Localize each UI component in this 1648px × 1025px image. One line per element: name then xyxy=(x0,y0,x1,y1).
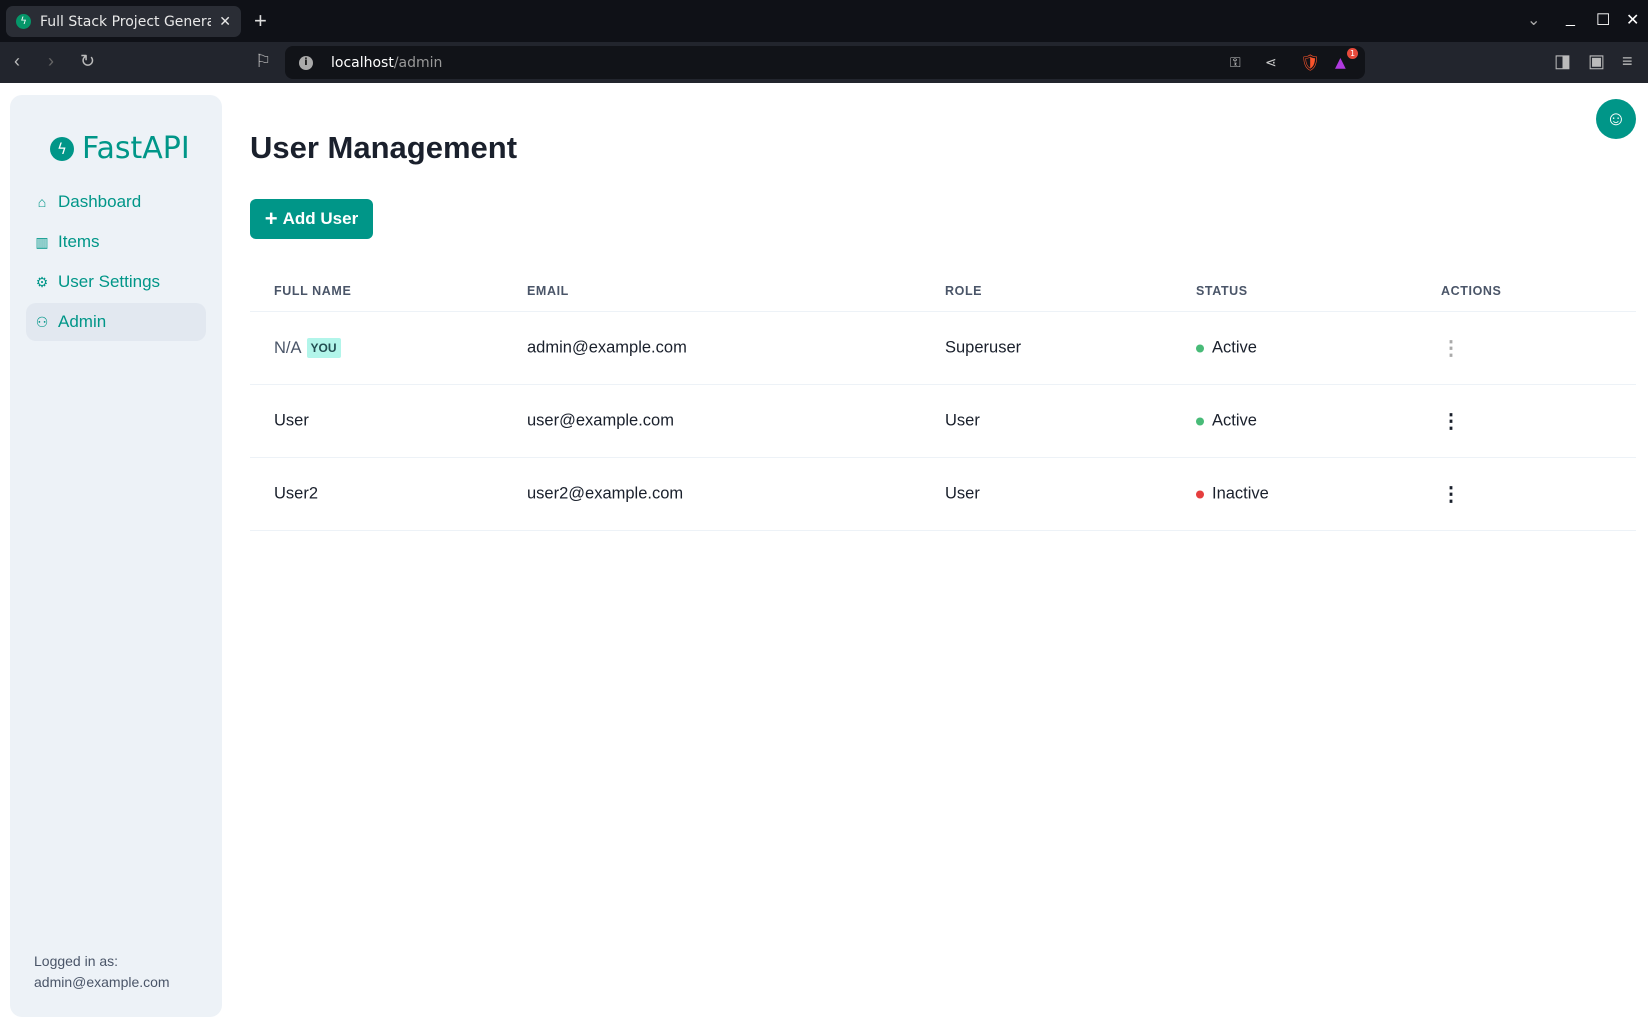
column-header-actions: ACTIONS xyxy=(1441,283,1502,298)
full-name-cell: N/A YOU xyxy=(274,338,341,358)
fastapi-logo-icon: ϟ xyxy=(50,136,74,161)
status-dot xyxy=(1196,417,1204,425)
sidebar: ϟ FastAPI ⌂ Dashboard ▥ Items ⚙ User Setting… xyxy=(10,95,222,1017)
logged-in-info: Logged in as: admin@example.com xyxy=(34,951,170,993)
sidebar-item-user-settings[interactable]: ⚙ User Settings xyxy=(26,263,206,301)
browser-toolbar: ‹ › ↻ ⚐ i localhost/admin ⚿ ⋖ 🛡 ▲ 1 ◨ ▣ … xyxy=(0,42,1648,83)
info-icon[interactable]: i xyxy=(299,55,313,70)
column-header-email: EMAIL xyxy=(527,283,569,298)
brave-rewards-icon[interactable]: ▲ xyxy=(1335,54,1346,71)
user-icon: ☺ xyxy=(1605,107,1627,130)
role-cell: User xyxy=(945,484,980,503)
fastapi-logo[interactable]: ϟ FastAPI xyxy=(50,131,190,166)
table-row: User2 user2@example.com User Inactive ⋮ xyxy=(250,458,1636,531)
column-header-status: STATUS xyxy=(1196,283,1248,298)
users-icon: ⚇ xyxy=(35,313,49,330)
email-cell: user2@example.com xyxy=(527,484,684,503)
briefcase-icon: ▥ xyxy=(35,233,49,250)
share-icon[interactable]: ⋖ xyxy=(1265,54,1277,71)
bookmark-icon[interactable]: ⚐ xyxy=(255,51,272,71)
key-icon[interactable]: ⚿ xyxy=(1230,54,1241,71)
users-table: FULL NAME EMAIL ROLE STATUS ACTIONS N/A Y… xyxy=(250,270,1636,531)
email-cell: user@example.com xyxy=(527,411,674,430)
status-dot xyxy=(1196,344,1204,352)
sidebar-item-label: User Settings xyxy=(58,272,161,291)
full-name: N/A xyxy=(274,338,302,357)
table-row: N/A YOU admin@example.com Superuser Activ… xyxy=(250,312,1636,385)
wallet-icon[interactable]: ▣ xyxy=(1588,51,1606,71)
full-name-cell: User xyxy=(274,411,309,430)
reload-icon[interactable]: ↻ xyxy=(80,51,96,71)
actions-menu-icon[interactable]: ⋮ xyxy=(1441,483,1461,506)
home-icon: ⌂ xyxy=(37,194,47,210)
sidebar-toggle-icon[interactable]: ◨ xyxy=(1554,51,1572,71)
forward-icon[interactable]: › xyxy=(48,51,54,71)
browser-tab-bar: ϟ Full Stack Project Generator ✕ + ⌄ _ ☐… xyxy=(0,0,1648,42)
fastapi-favicon-icon: ϟ xyxy=(16,14,31,29)
status-text: Active xyxy=(1212,338,1257,357)
status-text: Inactive xyxy=(1212,484,1269,503)
add-user-button[interactable]: + Add User xyxy=(250,199,373,239)
sidebar-item-dashboard[interactable]: ⌂ Dashboard xyxy=(26,183,206,221)
role-cell: User xyxy=(945,411,980,430)
url-host: localhost xyxy=(331,54,394,71)
logged-in-email: admin@example.com xyxy=(34,974,170,990)
logo-text: FastAPI xyxy=(82,131,190,166)
column-header-role: ROLE xyxy=(945,283,983,298)
close-window-icon[interactable]: ✕ xyxy=(1626,12,1640,29)
gear-icon: ⚙ xyxy=(35,273,49,290)
column-header-full-name: FULL NAME xyxy=(274,283,352,298)
actions-menu-icon[interactable]: ⋮ xyxy=(1441,337,1461,360)
new-tab-icon[interactable]: + xyxy=(254,8,267,33)
close-tab-icon[interactable]: ✕ xyxy=(219,13,231,30)
logged-in-label: Logged in as: xyxy=(34,953,119,969)
url-path: /admin xyxy=(393,54,443,71)
tab-title: Full Stack Project Generator xyxy=(40,13,212,30)
table-row: User user@example.com User Active ⋮ xyxy=(250,385,1636,458)
role-cell: Superuser xyxy=(945,338,1022,357)
rewards-badge: 1 xyxy=(1347,48,1358,59)
address-bar[interactable]: i localhost/admin ⚿ ⋖ 🛡 ▲ 1 xyxy=(285,46,1365,79)
status-cell: Inactive xyxy=(1196,485,1269,504)
menu-icon[interactable]: ≡ xyxy=(1622,51,1633,71)
user-menu-avatar[interactable]: ☺ xyxy=(1596,99,1636,139)
page-title: User Management xyxy=(250,130,518,165)
email-cell: admin@example.com xyxy=(527,338,687,357)
sidebar-item-items[interactable]: ▥ Items xyxy=(26,223,206,261)
status-cell: Active xyxy=(1196,412,1257,431)
minimize-icon[interactable]: _ xyxy=(1566,10,1575,27)
sidebar-item-admin[interactable]: ⚇ Admin xyxy=(26,303,206,341)
status-dot xyxy=(1196,490,1204,498)
full-name-cell: User2 xyxy=(274,484,319,503)
brave-shield-icon[interactable]: 🛡 xyxy=(1300,53,1321,72)
you-badge: YOU xyxy=(306,338,341,358)
tab-list-chevron-icon[interactable]: ⌄ xyxy=(1527,12,1541,29)
actions-menu-icon[interactable]: ⋮ xyxy=(1441,410,1461,433)
back-icon[interactable]: ‹ xyxy=(14,51,20,71)
sidebar-item-label: Admin xyxy=(58,312,107,331)
sidebar-item-label: Items xyxy=(58,232,100,251)
sidebar-item-label: Dashboard xyxy=(58,192,142,211)
plus-icon: + xyxy=(264,206,278,231)
browser-tab[interactable]: ϟ Full Stack Project Generator ✕ xyxy=(6,6,241,37)
status-cell: Active xyxy=(1196,339,1257,358)
maximize-icon[interactable]: ☐ xyxy=(1596,12,1611,29)
add-user-label: Add User xyxy=(282,209,359,228)
status-text: Active xyxy=(1212,411,1257,430)
table-header: FULL NAME EMAIL ROLE STATUS ACTIONS xyxy=(250,270,1636,312)
